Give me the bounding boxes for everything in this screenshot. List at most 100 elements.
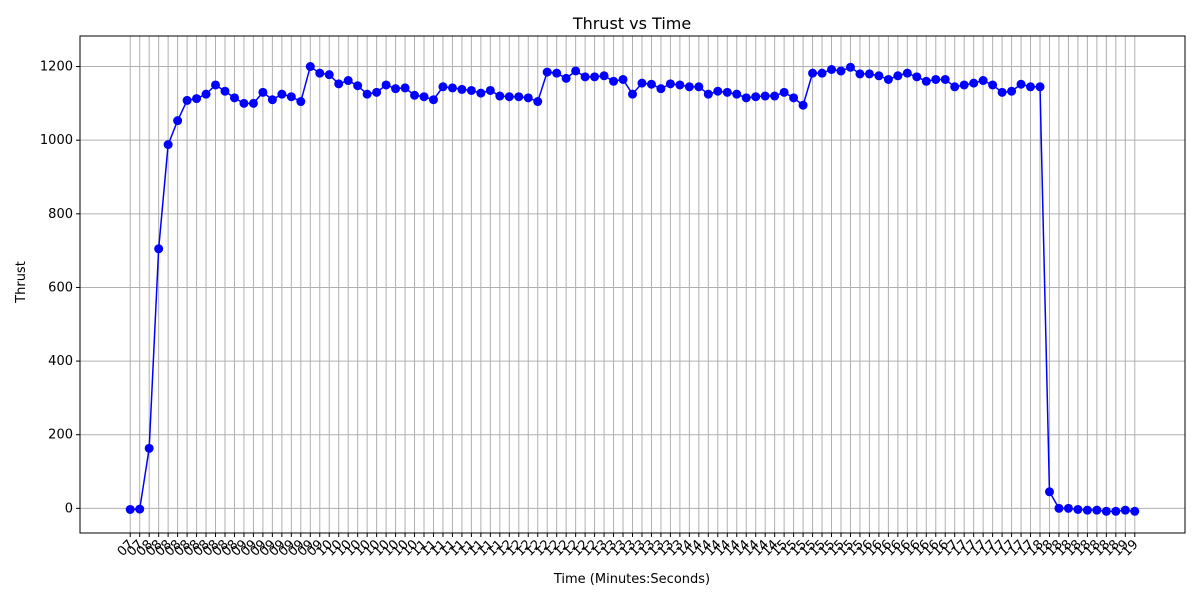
point <box>485 85 495 95</box>
x-axis-label: Time (Minutes:Seconds) <box>553 572 710 587</box>
point <box>476 88 486 98</box>
point <box>969 78 979 88</box>
point <box>267 95 277 105</box>
point <box>713 86 723 96</box>
point <box>1082 505 1092 515</box>
y-tick-label: 400 <box>48 354 73 369</box>
point <box>400 83 410 93</box>
point <box>1073 504 1083 514</box>
point <box>220 86 230 96</box>
point <box>1035 82 1045 92</box>
point <box>665 79 675 89</box>
y-tick-label: 800 <box>48 207 73 222</box>
point <box>362 89 372 99</box>
point <box>902 68 912 78</box>
point <box>817 68 827 78</box>
point <box>1054 503 1064 513</box>
point <box>836 66 846 76</box>
y-axis-label: Thrust <box>14 261 29 304</box>
point <box>684 82 694 92</box>
point <box>504 92 514 102</box>
point <box>248 98 258 108</box>
point <box>154 244 164 254</box>
marks <box>125 62 1140 516</box>
point <box>1063 503 1073 513</box>
point <box>182 95 192 105</box>
point <box>940 74 950 84</box>
point <box>447 83 457 93</box>
point <box>599 71 609 81</box>
point <box>703 89 713 99</box>
point <box>675 80 685 90</box>
point <box>789 93 799 103</box>
point <box>135 504 145 514</box>
point <box>912 72 922 82</box>
point <box>410 90 420 100</box>
y-tick-label: 0 <box>65 501 73 516</box>
point <box>1130 506 1140 516</box>
point <box>751 92 761 102</box>
point <box>770 91 780 101</box>
point <box>978 76 988 86</box>
point <box>211 80 221 90</box>
point <box>315 68 325 78</box>
point <box>419 92 429 102</box>
point <box>391 84 401 94</box>
point <box>561 73 571 83</box>
point <box>495 91 505 101</box>
point <box>732 89 742 99</box>
point <box>997 87 1007 97</box>
point <box>845 62 855 72</box>
point <box>286 92 296 102</box>
point <box>533 97 543 107</box>
point <box>1092 505 1102 515</box>
point <box>1101 506 1111 516</box>
point <box>343 76 353 86</box>
point <box>239 98 249 108</box>
point <box>324 70 334 80</box>
point <box>656 84 666 94</box>
point <box>353 81 363 91</box>
point <box>277 89 287 99</box>
point <box>125 504 135 514</box>
point <box>381 80 391 90</box>
point <box>1016 79 1026 89</box>
point <box>457 84 467 94</box>
point <box>921 76 931 86</box>
point <box>618 74 628 84</box>
point <box>694 82 704 92</box>
point <box>637 78 647 88</box>
point <box>864 69 874 79</box>
point <box>931 74 941 84</box>
y-tick-label: 600 <box>48 280 73 295</box>
point <box>229 93 239 103</box>
point <box>514 92 524 102</box>
point <box>609 76 619 86</box>
point <box>760 91 770 101</box>
point <box>959 80 969 90</box>
point <box>438 82 448 92</box>
point <box>1026 82 1036 92</box>
point <box>883 74 893 84</box>
y-tick-label: 1000 <box>40 133 73 148</box>
point <box>466 85 476 95</box>
point <box>798 100 808 110</box>
point <box>201 89 211 99</box>
point <box>523 93 533 103</box>
point <box>722 87 732 97</box>
point <box>571 66 581 76</box>
point <box>1044 487 1054 497</box>
chart-title: Thrust vs Time <box>572 14 691 33</box>
point <box>808 68 818 78</box>
point <box>893 71 903 81</box>
point <box>874 71 884 81</box>
point <box>827 65 837 75</box>
point <box>542 67 552 77</box>
point <box>296 97 306 107</box>
point <box>1111 506 1121 516</box>
point <box>741 93 751 103</box>
point <box>428 95 438 105</box>
point <box>628 89 637 99</box>
